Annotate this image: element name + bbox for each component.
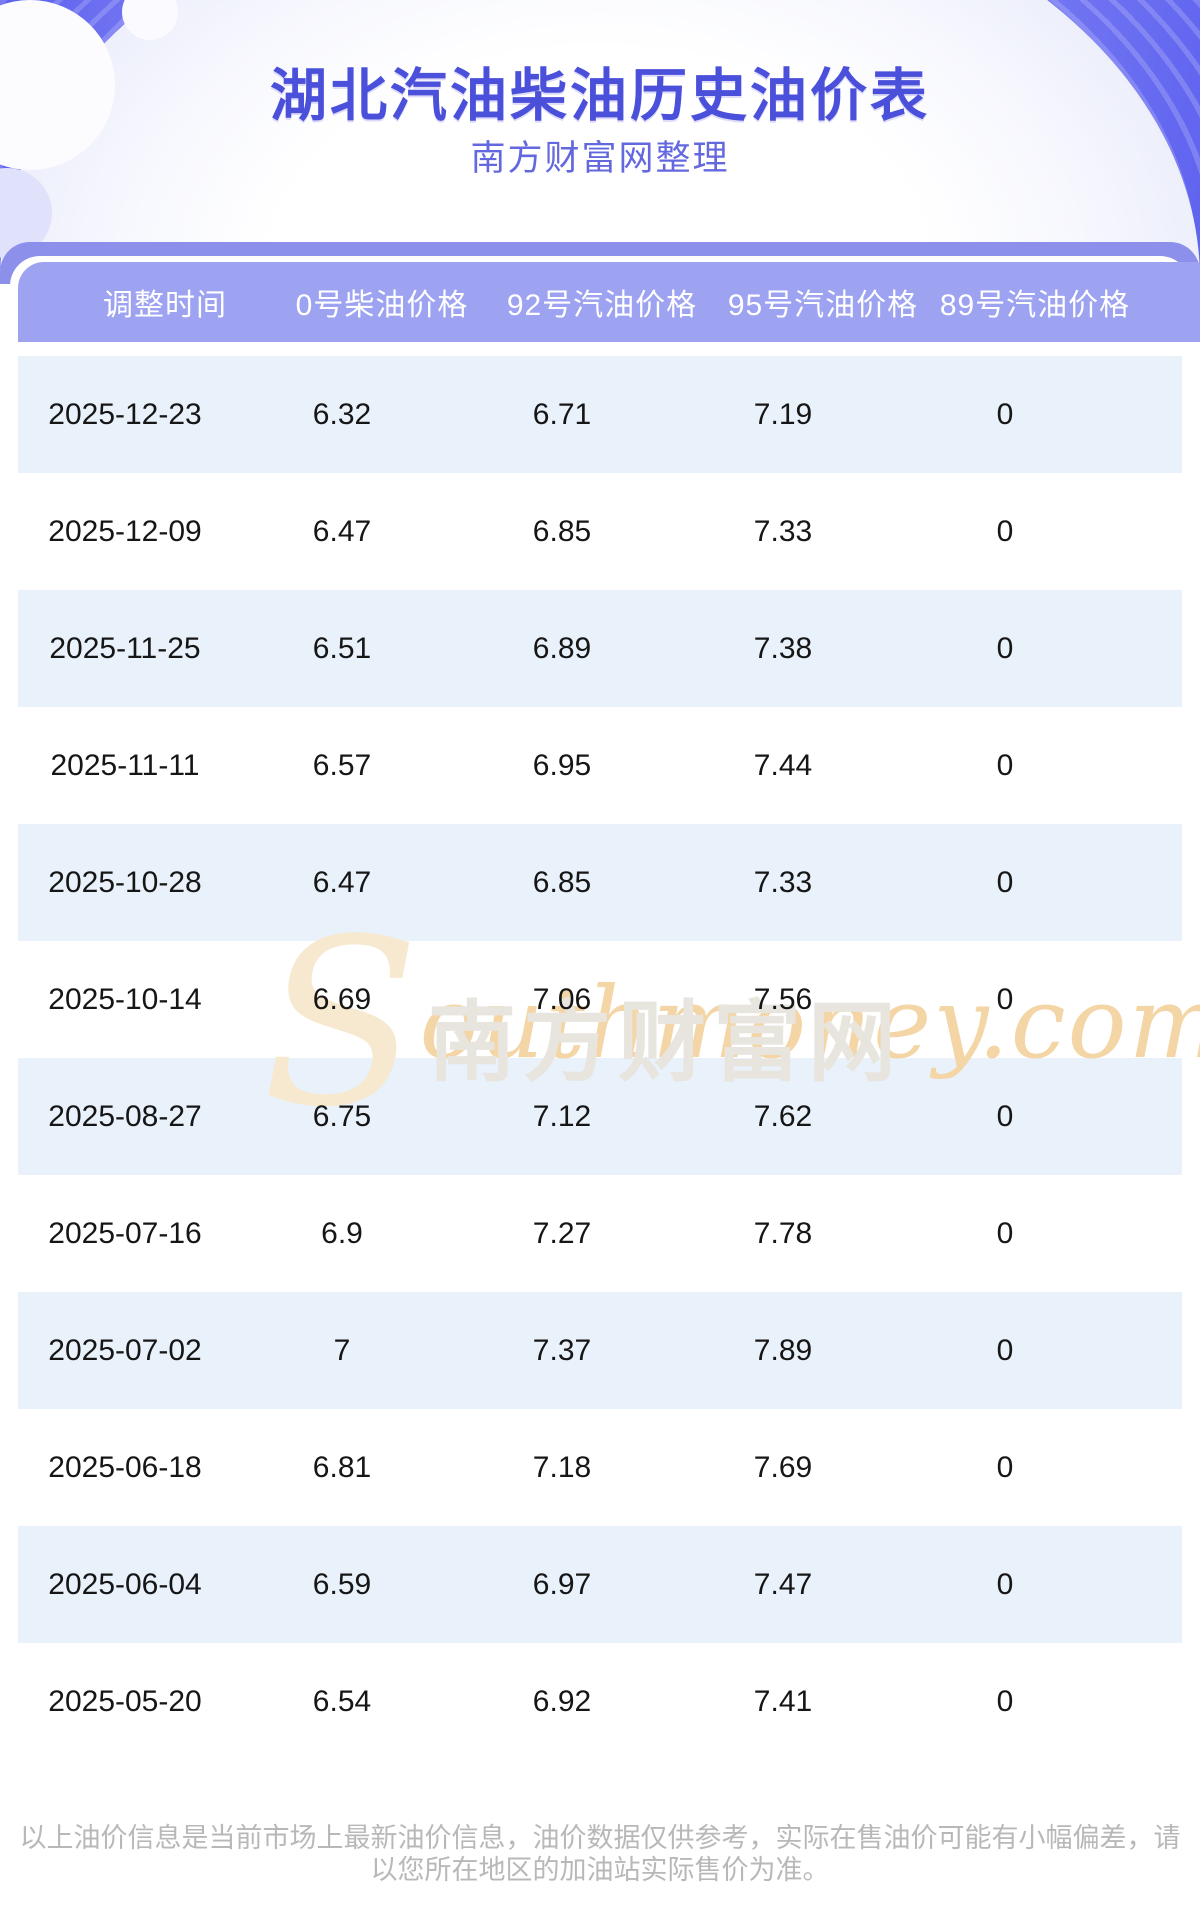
- cell-date: 2025-07-02: [48, 1333, 202, 1367]
- col-header-adjust-time: 调整时间: [103, 289, 227, 322]
- cell-date: 2025-06-04: [48, 1567, 202, 1601]
- cell-date: 2025-12-23: [48, 397, 202, 431]
- cell-diesel-0: 6.32: [312, 397, 372, 431]
- table-row: 2025-07-16 6.9 7.27 7.78 0: [18, 1175, 1182, 1292]
- table-row: 2025-06-18 6.81 7.18 7.69 0: [18, 1409, 1182, 1526]
- cell-date: 2025-11-11: [50, 748, 200, 782]
- banner-ellipse-decoration: [0, 0, 1200, 270]
- cell-gasoline-92: 6.89: [532, 631, 592, 665]
- table-row: 2025-10-14 6.69 7.06 7.56 0: [18, 941, 1182, 1058]
- cell-gasoline-92: 6.71: [532, 397, 592, 431]
- cell-gasoline-89: 0: [996, 1684, 1014, 1718]
- cell-gasoline-92: 6.85: [532, 514, 592, 548]
- cell-gasoline-95: 7.69: [753, 1450, 813, 1484]
- table-row: 2025-11-11 6.57 6.95 7.44 0: [18, 707, 1182, 824]
- cell-gasoline-92: 7.27: [532, 1216, 592, 1250]
- price-table-header-row: 调整时间 0号柴油价格 92号汽油价格 95号汽油价格 89号汽油价格: [18, 262, 1200, 342]
- table-row: 2025-11-25 6.51 6.89 7.38 0: [18, 590, 1182, 707]
- cell-date: 2025-10-14: [48, 982, 202, 1016]
- cell-gasoline-89: 0: [996, 1567, 1014, 1601]
- cell-gasoline-95: 7.47: [753, 1567, 813, 1601]
- cell-gasoline-92: 7.06: [532, 982, 592, 1016]
- col-header-gasoline-95: 95号汽油价格: [727, 289, 919, 322]
- cell-diesel-0: 6.9: [321, 1216, 363, 1250]
- col-header-gasoline-89: 89号汽油价格: [939, 289, 1131, 322]
- cell-date: 2025-06-18: [48, 1450, 202, 1484]
- page-subtitle: 南方财富网整理: [470, 139, 730, 178]
- cell-diesel-0: 7: [333, 1333, 351, 1367]
- cell-gasoline-92: 7.18: [532, 1450, 592, 1484]
- cell-diesel-0: 6.51: [312, 631, 372, 665]
- cell-diesel-0: 6.47: [312, 865, 372, 899]
- cell-gasoline-95: 7.38: [753, 631, 813, 665]
- cell-diesel-0: 6.69: [312, 982, 372, 1016]
- cell-gasoline-95: 7.89: [753, 1333, 813, 1367]
- cell-gasoline-95: 7.62: [753, 1099, 813, 1133]
- cell-gasoline-89: 0: [996, 748, 1014, 782]
- cell-gasoline-92: 6.95: [532, 748, 592, 782]
- cell-diesel-0: 6.81: [312, 1450, 372, 1484]
- cell-date: 2025-11-25: [49, 631, 201, 665]
- cell-gasoline-95: 7.33: [753, 514, 813, 548]
- footer-disclaimer: 以上油价信息是当前市场上最新油价信息，油价数据仅供参考，实际在售油价可能有小幅偏…: [19, 1823, 1181, 1886]
- table-row: 2025-10-28 6.47 6.85 7.33 0: [18, 824, 1182, 941]
- cell-gasoline-89: 0: [996, 1099, 1014, 1133]
- table-row: 2025-05-20 6.54 6.92 7.41 0: [18, 1643, 1182, 1760]
- cell-date: 2025-07-16: [48, 1216, 202, 1250]
- cell-date: 2025-08-27: [48, 1099, 202, 1133]
- cell-diesel-0: 6.47: [312, 514, 372, 548]
- banner: 湖北汽油柴油历史油价表 南方财富网整理: [0, 0, 1200, 270]
- table-row: 2025-12-09 6.47 6.85 7.33 0: [18, 473, 1182, 590]
- cell-gasoline-89: 0: [996, 631, 1014, 665]
- price-table-body: 2025-12-23 6.32 6.71 7.19 0 2025-12-09 6…: [18, 356, 1182, 1760]
- col-header-diesel-0: 0号柴油价格: [295, 289, 469, 322]
- col-header-gasoline-92: 92号汽油价格: [506, 289, 698, 322]
- cell-gasoline-89: 0: [996, 1333, 1014, 1367]
- cell-gasoline-89: 0: [996, 397, 1014, 431]
- cell-gasoline-92: 7.12: [532, 1099, 592, 1133]
- cell-diesel-0: 6.54: [312, 1684, 372, 1718]
- cell-diesel-0: 6.59: [312, 1567, 372, 1601]
- cell-diesel-0: 6.75: [312, 1099, 372, 1133]
- cell-gasoline-95: 7.44: [753, 748, 813, 782]
- cell-date: 2025-05-20: [48, 1684, 202, 1718]
- cell-gasoline-95: 7.78: [753, 1216, 813, 1250]
- cell-gasoline-92: 7.37: [532, 1333, 592, 1367]
- page-title: 湖北汽油柴油历史油价表: [270, 64, 930, 128]
- cell-gasoline-89: 0: [996, 1216, 1014, 1250]
- cell-gasoline-95: 7.41: [753, 1684, 813, 1718]
- cell-diesel-0: 6.57: [312, 748, 372, 782]
- cell-gasoline-89: 0: [996, 1450, 1014, 1484]
- cell-date: 2025-10-28: [48, 865, 202, 899]
- table-row: 2025-07-02 7 7.37 7.89 0: [18, 1292, 1182, 1409]
- table-row: 2025-12-23 6.32 6.71 7.19 0: [18, 356, 1182, 473]
- cell-gasoline-92: 6.85: [532, 865, 592, 899]
- cell-date: 2025-12-09: [48, 514, 202, 548]
- price-table-card: 调整时间 0号柴油价格 92号汽油价格 95号汽油价格 89号汽油价格 2025…: [10, 256, 1200, 1776]
- cell-gasoline-89: 0: [996, 514, 1014, 548]
- cell-gasoline-95: 7.33: [753, 865, 813, 899]
- table-row: 2025-06-04 6.59 6.97 7.47 0: [18, 1526, 1182, 1643]
- table-row: 2025-08-27 6.75 7.12 7.62 0: [18, 1058, 1182, 1175]
- cell-gasoline-95: 7.56: [753, 982, 813, 1016]
- cell-gasoline-89: 0: [996, 865, 1014, 899]
- cell-gasoline-89: 0: [996, 982, 1014, 1016]
- cell-gasoline-92: 6.92: [532, 1684, 592, 1718]
- cell-gasoline-95: 7.19: [753, 397, 813, 431]
- cell-gasoline-92: 6.97: [532, 1567, 592, 1601]
